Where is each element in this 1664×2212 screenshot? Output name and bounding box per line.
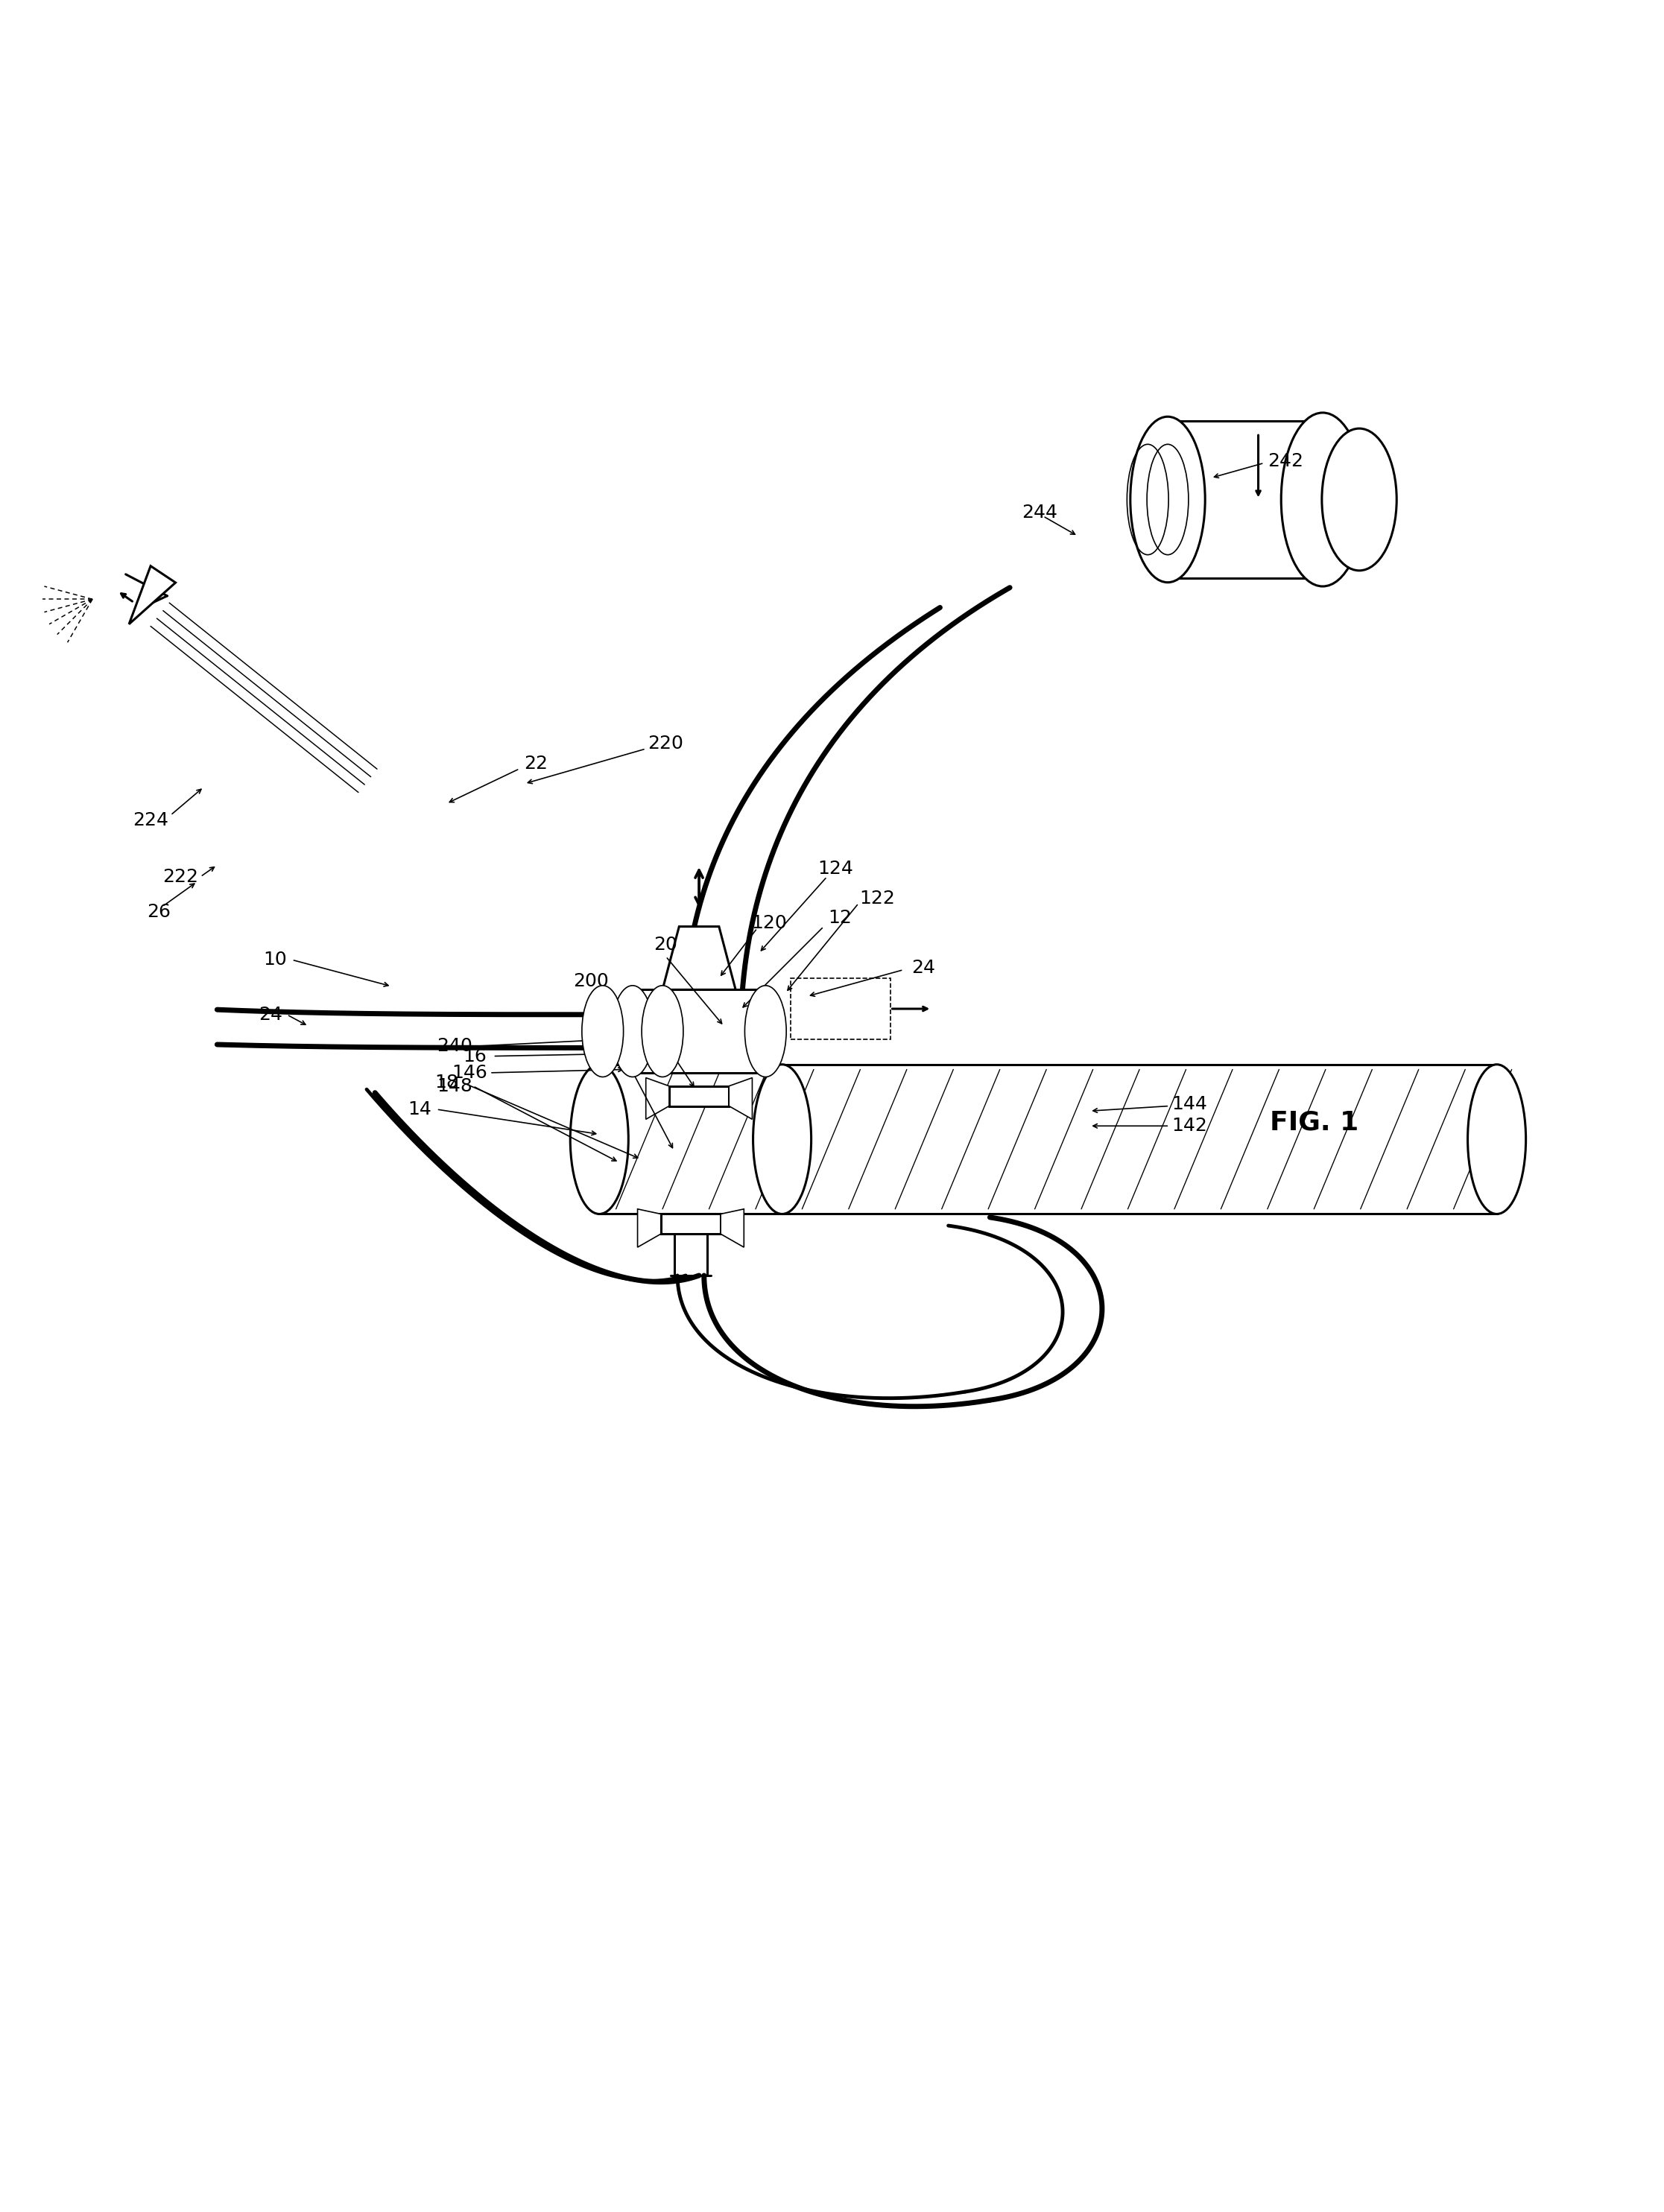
Text: 220: 220 [647,734,684,752]
Text: 14: 14 [408,1099,431,1119]
Text: 242: 242 [1268,453,1303,471]
Ellipse shape [1468,1064,1526,1214]
Polygon shape [721,1210,744,1248]
Text: 120: 120 [750,914,787,931]
Text: 24: 24 [912,960,935,978]
Text: 16: 16 [463,1046,486,1066]
Ellipse shape [612,987,654,1077]
Text: 20: 20 [654,936,677,953]
Polygon shape [782,1064,1498,1214]
Text: 142: 142 [1171,1117,1206,1135]
Text: 124: 124 [817,860,854,878]
Polygon shape [1165,420,1323,580]
Text: 24: 24 [258,1006,283,1024]
Ellipse shape [1321,429,1396,571]
Text: 26: 26 [146,902,171,920]
Text: 244: 244 [1022,504,1058,522]
Polygon shape [646,1077,669,1119]
Polygon shape [662,927,735,989]
Polygon shape [632,989,765,1073]
Text: 144: 144 [1171,1095,1206,1113]
Polygon shape [130,566,175,624]
Text: FIG. 1: FIG. 1 [1270,1110,1358,1135]
Polygon shape [637,1210,661,1248]
Ellipse shape [745,987,787,1077]
Text: 18: 18 [434,1073,458,1093]
Ellipse shape [571,1064,629,1214]
Polygon shape [729,1077,752,1119]
Ellipse shape [1281,414,1364,586]
Ellipse shape [582,987,624,1077]
Polygon shape [661,1214,721,1234]
Ellipse shape [642,987,684,1077]
Text: 10: 10 [263,951,288,969]
Text: 122: 122 [859,889,895,907]
Text: 224: 224 [133,812,168,830]
Polygon shape [599,1064,782,1214]
Text: 22: 22 [524,754,547,772]
Text: 148: 148 [438,1077,473,1095]
Text: 200: 200 [572,973,609,991]
Text: 240: 240 [438,1037,473,1055]
Text: 140: 140 [647,1026,684,1044]
Text: 146: 146 [453,1064,488,1082]
Text: 12: 12 [829,909,852,927]
Text: 222: 222 [163,867,198,885]
Ellipse shape [754,1064,812,1214]
Polygon shape [669,1086,729,1106]
Ellipse shape [1130,416,1205,582]
